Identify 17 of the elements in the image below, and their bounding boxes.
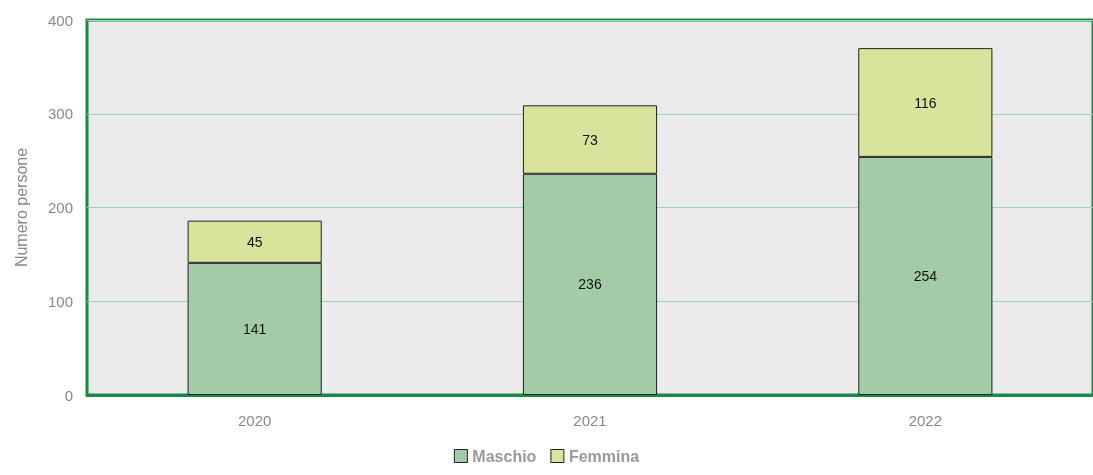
y-axis-title: Numero persone bbox=[12, 147, 30, 268]
data-label: 116 bbox=[914, 94, 937, 111]
y-tick-label: 100 bbox=[47, 292, 73, 310]
y-tick-label: 400 bbox=[47, 11, 73, 29]
y-tick-label: 200 bbox=[47, 199, 73, 216]
y-tick-label: 0 bbox=[64, 386, 73, 404]
legend-label: Maschio bbox=[472, 447, 537, 465]
x-tick-label: 2020 bbox=[237, 412, 272, 429]
legend-label: Femmina bbox=[568, 447, 640, 465]
data-label: 73 bbox=[582, 131, 598, 148]
data-label: 141 bbox=[242, 320, 267, 337]
x-tick-label: 2021 bbox=[573, 412, 607, 429]
data-label: 236 bbox=[578, 276, 602, 293]
data-label: 254 bbox=[913, 267, 938, 284]
x-tick-label: 2022 bbox=[908, 412, 943, 429]
data-label: 45 bbox=[246, 233, 263, 250]
y-tick-label: 300 bbox=[47, 105, 73, 123]
